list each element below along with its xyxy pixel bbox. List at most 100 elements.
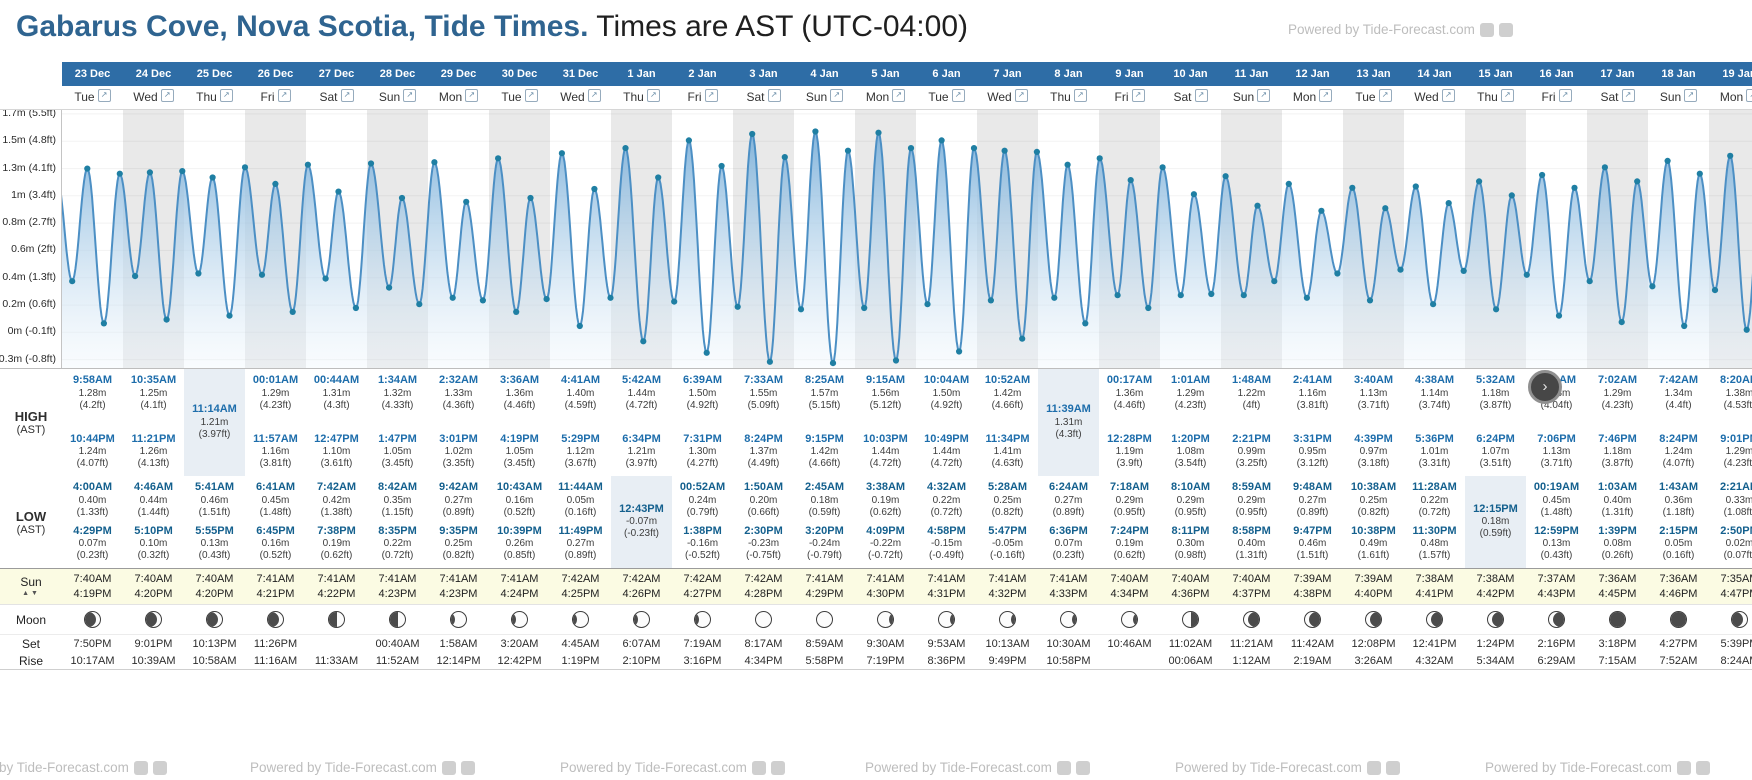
- day-link[interactable]: Tue ↗: [916, 86, 977, 109]
- moon-phase-icon: [1365, 611, 1382, 628]
- external-link-icon[interactable]: ↗: [1319, 89, 1333, 102]
- day-link[interactable]: Mon↗: [1282, 86, 1343, 109]
- external-link-icon[interactable]: ↗: [465, 89, 479, 102]
- external-link-icon[interactable]: ↗: [587, 89, 601, 102]
- day-link[interactable]: Mon↗: [1709, 86, 1752, 109]
- sunrise-time: 7:39AM: [1293, 573, 1332, 585]
- external-link-icon[interactable]: ↗: [704, 89, 718, 102]
- tide-time: 2:41AM: [1292, 374, 1333, 386]
- day-link[interactable]: Tue ↗: [489, 86, 550, 109]
- day-link[interactable]: Tue ↗: [62, 86, 123, 109]
- day-name: Sat: [319, 90, 338, 104]
- tide-time: 12:47PM: [314, 432, 359, 445]
- day-name: Fri: [687, 90, 702, 104]
- external-link-icon[interactable]: ↗: [1131, 89, 1145, 102]
- tide-entry: 1:20PM 1.08m (3.54ft): [1160, 433, 1221, 471]
- day-link[interactable]: Wed ↗: [1404, 86, 1465, 109]
- external-link-glyph: ↗: [954, 90, 962, 99]
- external-link-icon[interactable]: ↗: [1014, 89, 1028, 102]
- external-link-icon[interactable]: ↗: [951, 89, 965, 102]
- external-link-icon[interactable]: ↗: [1684, 89, 1698, 102]
- day-link[interactable]: Wed ↗: [977, 86, 1038, 109]
- day-link[interactable]: Wed ↗: [550, 86, 611, 109]
- day-link[interactable]: Sat ↗: [1160, 86, 1221, 109]
- moonrise-time: 1:19PM: [561, 655, 600, 667]
- tide-entry: 10:35AM 1.25m (4.1ft): [123, 374, 184, 412]
- external-link-icon[interactable]: ↗: [830, 89, 844, 102]
- tide-entry: 6:34PM 1.21m (3.97ft): [611, 433, 672, 471]
- tide-height-m: 0.05m: [566, 494, 595, 506]
- tide-height-m: 1.18m: [1481, 387, 1510, 399]
- moon-cell: [1221, 611, 1282, 628]
- external-link-icon[interactable]: ↗: [1558, 89, 1572, 102]
- day-link[interactable]: Fri ↗: [245, 86, 306, 109]
- day-link[interactable]: Fri ↗: [1526, 86, 1587, 109]
- tide-height-ft: (0.85ft): [503, 550, 536, 561]
- external-link-icon[interactable]: ↗: [524, 89, 538, 102]
- tide-time: 11:28AM: [1412, 481, 1457, 493]
- moon-cell: [245, 611, 306, 628]
- external-link-icon[interactable]: ↗: [403, 89, 417, 102]
- day-link[interactable]: Sun ↗: [794, 86, 855, 109]
- external-link-icon[interactable]: ↗: [219, 89, 233, 102]
- day-link[interactable]: Sat ↗: [1587, 86, 1648, 109]
- day-link[interactable]: Thu ↗: [1038, 86, 1099, 109]
- tide-height-m: 1.26m: [139, 446, 168, 457]
- sun-times-cell: 7:42AM 4:25PM: [550, 569, 611, 604]
- external-link-icon[interactable]: ↗: [1746, 89, 1752, 102]
- tide-time: 6:36PM: [1049, 524, 1088, 537]
- tide-height-ft: (4.49ft): [747, 458, 780, 469]
- day-link[interactable]: Sat ↗: [306, 86, 367, 109]
- external-link-icon[interactable]: ↗: [1378, 89, 1392, 102]
- external-link-icon[interactable]: ↗: [160, 89, 174, 102]
- external-link-icon[interactable]: ↗: [892, 89, 906, 102]
- external-link-icon[interactable]: ↗: [1500, 89, 1514, 102]
- external-link-icon[interactable]: ↗: [1073, 89, 1087, 102]
- external-link-icon[interactable]: ↗: [1621, 89, 1635, 102]
- moonset-time: 11:42AM: [1290, 638, 1335, 650]
- external-link-icon[interactable]: ↗: [1257, 89, 1271, 102]
- watermark-text: Powered by Tide-Forecast.com: [865, 760, 1052, 775]
- day-link[interactable]: Thu ↗: [184, 86, 245, 109]
- tide-entry: 10:38AM 0.25m (0.82ft): [1343, 481, 1404, 519]
- day-link[interactable]: Mon↗: [428, 86, 489, 109]
- day-link[interactable]: Wed ↗: [123, 86, 184, 109]
- moonrise-time: 8:36PM: [927, 655, 966, 667]
- low-tide-cell: 6:41AM 0.45m (1.48ft) 6:45PM 0.16m (0.52ft): [245, 476, 306, 568]
- day-link[interactable]: Sun ↗: [1648, 86, 1709, 109]
- day-link[interactable]: Sat ↗: [733, 86, 794, 109]
- tide-height-m: 1.42m: [993, 387, 1022, 399]
- external-link-icon[interactable]: ↗: [1441, 89, 1455, 102]
- tide-time: 1:03AM: [1597, 481, 1638, 493]
- moonrise-time: 9:49PM: [988, 655, 1027, 667]
- external-link-icon[interactable]: ↗: [277, 89, 291, 102]
- day-link[interactable]: Tue ↗: [1343, 86, 1404, 109]
- tide-height-ft: (4.23ft): [1723, 458, 1752, 469]
- day-link[interactable]: Sun ↗: [1221, 86, 1282, 109]
- external-link-icon[interactable]: ↗: [340, 89, 354, 102]
- day-link[interactable]: Fri ↗: [1099, 86, 1160, 109]
- day-link[interactable]: Thu ↗: [611, 86, 672, 109]
- moon-cell: [1282, 611, 1343, 628]
- low-tide-label: LOW (AST): [0, 476, 62, 568]
- tide-entry: 8:24PM 1.24m (4.07ft): [1648, 433, 1709, 471]
- external-link-glyph: ↗: [1017, 90, 1025, 99]
- day-link[interactable]: Sun ↗: [367, 86, 428, 109]
- tide-extreme-dot: [322, 275, 329, 282]
- day-link[interactable]: Thu ↗: [1465, 86, 1526, 109]
- tide-extreme-dot: [543, 296, 550, 303]
- external-link-icon[interactable]: ↗: [97, 89, 111, 102]
- sun-sort-arrows[interactable]: ▲▼: [22, 589, 40, 598]
- low-tide-cell: 11:44AM 0.05m (0.16ft) 11:49PM 0.27m (0.89ft): [550, 476, 611, 568]
- external-link-icon[interactable]: ↗: [646, 89, 660, 102]
- tide-time: 9:15AM: [865, 374, 906, 386]
- tide-extreme-dot: [1240, 292, 1247, 299]
- low-label-tz: (AST): [16, 523, 46, 536]
- day-link[interactable]: Mon↗: [855, 86, 916, 109]
- external-link-icon[interactable]: ↗: [767, 89, 781, 102]
- external-link-icon[interactable]: ↗: [1194, 89, 1208, 102]
- tide-extreme-dot: [576, 322, 583, 330]
- scroll-right-button[interactable]: ›: [1528, 370, 1562, 404]
- day-link[interactable]: Fri ↗: [672, 86, 733, 109]
- day-name: Tue: [74, 90, 95, 104]
